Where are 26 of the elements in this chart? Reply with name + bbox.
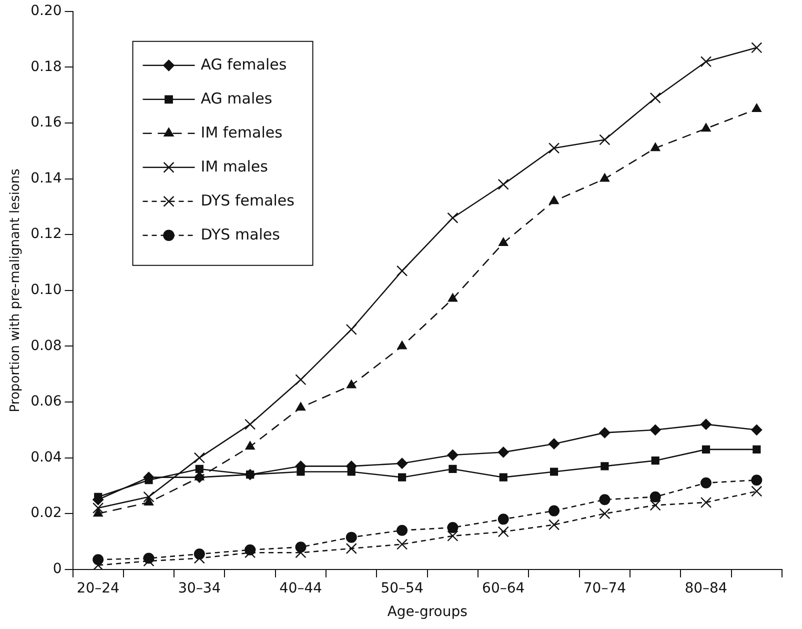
y-tick-label: 0.02 bbox=[30, 505, 62, 522]
y-tick-label: 0.18 bbox=[30, 58, 62, 75]
y-tick-label: 0.04 bbox=[30, 449, 62, 466]
y-tick-label: 0.12 bbox=[30, 226, 62, 242]
x-tick-label: 60–64 bbox=[482, 580, 525, 596]
y-tick-label: 0.20 bbox=[30, 3, 62, 20]
legend-label: DYS males bbox=[200, 225, 280, 244]
y-tick-label: 0.08 bbox=[30, 338, 62, 354]
x-tick-label: 40–44 bbox=[279, 580, 322, 596]
legend-label: IM females bbox=[200, 123, 283, 142]
y-tick-label: 0.14 bbox=[30, 170, 62, 186]
y-axis-title: Proportion with pre-malignant lesions bbox=[8, 168, 24, 412]
x-tick-label: 50–54 bbox=[380, 580, 424, 596]
legend-label: AG females bbox=[200, 55, 287, 74]
y-tick-label: 0.10 bbox=[30, 282, 62, 298]
y-tick-label: 0 bbox=[52, 561, 62, 578]
x-tick-label: 20–24 bbox=[76, 580, 120, 596]
x-axis-title: Age-groups bbox=[387, 604, 468, 620]
legend-label: AG males bbox=[200, 89, 272, 108]
legend-label: IM males bbox=[200, 157, 268, 176]
x-tick-label: 30–34 bbox=[178, 580, 221, 596]
x-tick-label: 70–74 bbox=[583, 580, 626, 596]
y-tick-label: 0.16 bbox=[30, 114, 62, 131]
x-tick-label: 80–84 bbox=[684, 580, 728, 596]
legend-label: DYS females bbox=[200, 191, 295, 210]
y-tick-label: 0.06 bbox=[30, 394, 62, 410]
